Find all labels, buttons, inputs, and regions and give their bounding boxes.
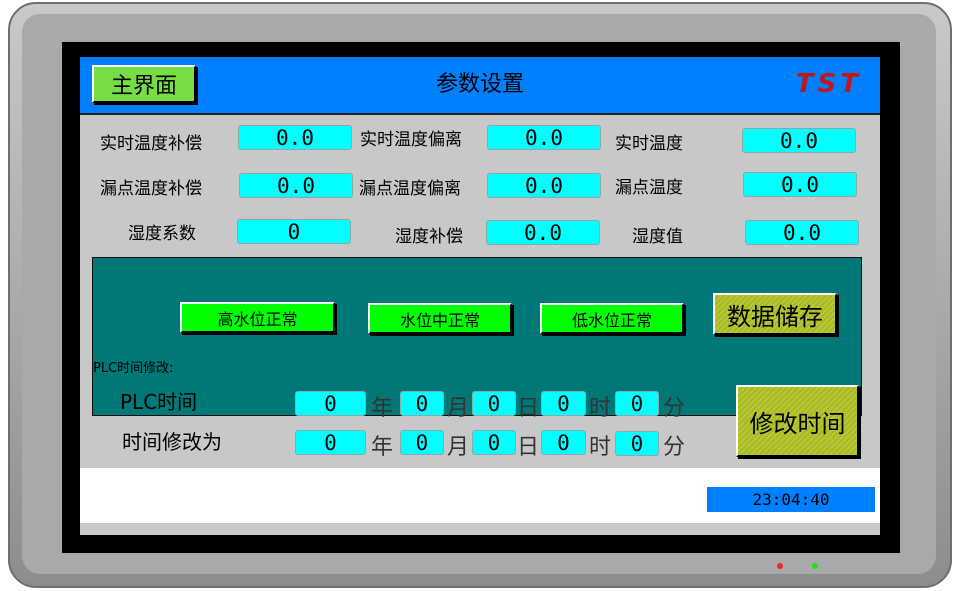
- param-label: 漏点温度偏离: [359, 179, 461, 199]
- header-bar: 主界面 参数设置 TST: [80, 57, 880, 115]
- param-label: 实时温度偏离: [360, 130, 462, 150]
- new-month-input[interactable]: 0: [400, 430, 444, 455]
- param-field[interactable]: 0.0: [239, 173, 353, 198]
- plc-month-field: 0: [400, 391, 444, 416]
- param-label: 湿度系数: [128, 224, 196, 244]
- param-field[interactable]: 0.0: [487, 173, 601, 198]
- param-label: 漏点温度: [615, 178, 683, 198]
- new-hour-input[interactable]: 0: [541, 430, 586, 455]
- power-led-icon: [777, 563, 783, 569]
- param-field[interactable]: 0: [237, 219, 351, 244]
- minute-unit: 分: [663, 435, 686, 460]
- logo: TST: [795, 69, 862, 99]
- plc-year-field: 0: [295, 391, 366, 416]
- year-unit: 年: [371, 435, 394, 460]
- param-label: 漏点温度补偿: [100, 179, 202, 199]
- param-label: 实时温度补偿: [100, 134, 202, 154]
- page-title: 参数设置: [435, 72, 524, 97]
- status-led-icon: [812, 563, 818, 569]
- param-field[interactable]: 0.0: [742, 128, 856, 153]
- plc-section-label: PLC时间修改:: [93, 361, 174, 376]
- modify-time-button[interactable]: 修改时间: [736, 385, 859, 457]
- hour-unit: 时: [589, 435, 612, 460]
- mid-water-status: 水位中正常: [368, 303, 512, 334]
- plc-minute-field: 0: [615, 391, 659, 416]
- high-water-status: 高水位正常: [180, 302, 335, 333]
- hour-unit: 时: [589, 396, 612, 421]
- month-unit: 月: [447, 435, 470, 460]
- day-unit: 日: [517, 396, 540, 421]
- new-time-label: 时间修改为: [122, 430, 222, 454]
- minute-unit: 分: [663, 396, 686, 421]
- plc-hour-field: 0: [541, 391, 586, 416]
- new-day-input[interactable]: 0: [472, 430, 516, 455]
- new-minute-input[interactable]: 0: [615, 431, 659, 456]
- month-unit: 月: [447, 396, 470, 421]
- plc-time-label: PLC时间: [120, 390, 198, 414]
- year-unit: 年: [371, 396, 394, 421]
- param-label: 实时温度: [615, 134, 683, 154]
- param-field[interactable]: 0.0: [745, 220, 859, 245]
- plc-day-field: 0: [472, 391, 516, 416]
- low-water-status: 低水位正常: [540, 303, 684, 334]
- param-field[interactable]: 0.0: [743, 172, 857, 197]
- day-unit: 日: [517, 435, 540, 460]
- param-label: 湿度值: [632, 227, 683, 247]
- param-field[interactable]: 0.0: [486, 220, 600, 245]
- param-label: 湿度补偿: [395, 227, 463, 247]
- param-field[interactable]: 0.0: [487, 125, 601, 150]
- save-data-button[interactable]: 数据储存: [713, 293, 837, 335]
- home-button[interactable]: 主界面: [92, 65, 196, 103]
- clock-display: 23:04:40: [707, 487, 875, 512]
- new-year-input[interactable]: 0: [295, 430, 366, 455]
- param-field[interactable]: 0.0: [238, 125, 352, 150]
